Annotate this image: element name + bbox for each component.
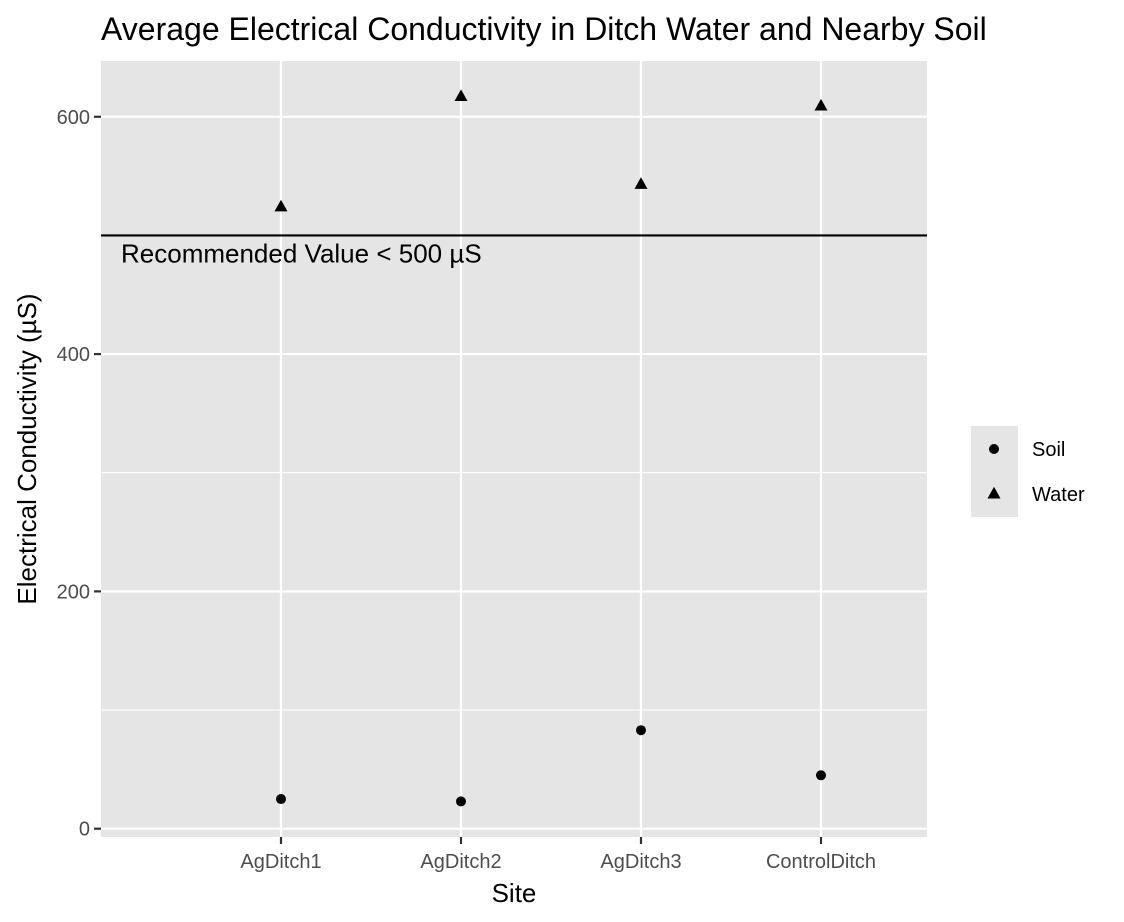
- x-tick-label: AgDitch2: [420, 851, 501, 873]
- soil-point: [816, 770, 826, 781]
- water-point: [274, 199, 288, 212]
- x-tick-label: AgDitch3: [600, 851, 681, 873]
- axes: 0 200 400 600 AgDitch1 AgDitch2 AgDitch3 Contro…: [57, 107, 876, 873]
- plot-panel: [101, 61, 927, 837]
- legend: Soil Water: [971, 426, 1085, 517]
- legend-label: Water: [1032, 484, 1085, 506]
- water-point: [814, 98, 828, 111]
- legend-key-background: [971, 426, 1018, 517]
- x-tick-label: ControlDitch: [766, 851, 876, 873]
- soil-point: [276, 794, 286, 805]
- water-point: [634, 177, 648, 189]
- x-tick-label: AgDitch1: [240, 851, 321, 873]
- water-point: [454, 89, 468, 102]
- soil-point: [636, 725, 646, 736]
- reference-line-label: Recommended Value < 500 µS: [121, 238, 482, 268]
- legend-key-circle: [989, 444, 999, 454]
- reference-line-group: Recommended Value < 500 µS: [101, 234, 927, 268]
- y-axis-title: Electrical Conductivity (µS): [12, 293, 42, 604]
- y-tick-label: 0: [79, 819, 90, 841]
- soil-point: [456, 796, 466, 807]
- data-points: [274, 89, 828, 807]
- legend-key-triangle: [987, 486, 1001, 499]
- chart-title: Average Electrical Conductivity in Ditch…: [101, 11, 987, 47]
- x-axis-title: Site: [492, 878, 537, 908]
- y-tick-label: 200: [57, 581, 90, 603]
- legend-label: Soil: [1032, 439, 1065, 461]
- y-tick-label: 400: [57, 344, 90, 366]
- y-tick-label: 600: [57, 107, 90, 129]
